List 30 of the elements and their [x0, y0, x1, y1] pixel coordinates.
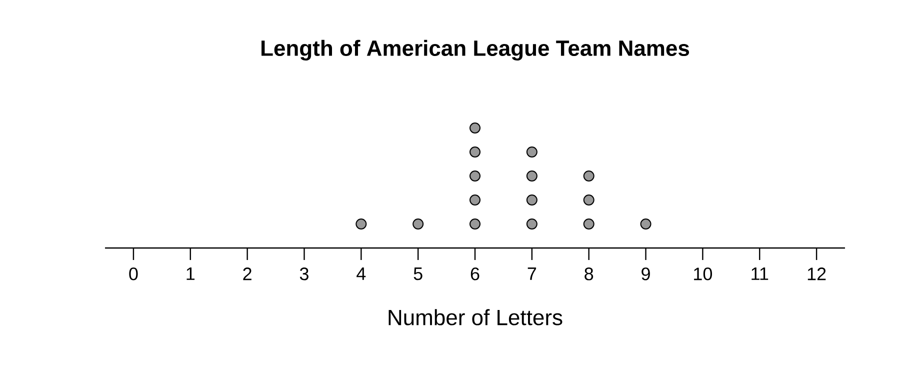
point: [640, 218, 652, 230]
x-tick-label: 7: [528, 268, 536, 280]
point: [470, 122, 481, 134]
x-tick-label: 11: [752, 268, 768, 280]
point: [583, 194, 594, 206]
x-tick-label: 8: [584, 268, 594, 280]
point: [583, 218, 594, 230]
point: [412, 218, 424, 230]
point: [356, 218, 367, 230]
x-tick-label: 3: [300, 268, 308, 280]
x-tick-label: 0: [129, 268, 138, 280]
point: [526, 218, 538, 230]
point: [526, 194, 538, 206]
x-tick-label: 5: [414, 268, 422, 280]
point: [470, 218, 481, 230]
x-tick-label: 12: [808, 268, 826, 280]
x-tick-label: 6: [470, 268, 480, 280]
point: [526, 170, 538, 182]
x-axis-title: Number of Letters: [388, 309, 562, 326]
x-tick-label: 2: [243, 268, 252, 280]
point: [470, 194, 481, 206]
x-tick-label: 4: [356, 268, 366, 280]
x-tick-label: 10: [694, 268, 712, 280]
point: [470, 170, 481, 182]
chart-title: Length of American League Team Names: [262, 40, 690, 60]
point: [470, 146, 481, 158]
point: [583, 170, 594, 182]
point: [526, 146, 538, 158]
x-tick-label: 9: [642, 268, 650, 280]
x-tick-label: 1: [186, 268, 195, 280]
